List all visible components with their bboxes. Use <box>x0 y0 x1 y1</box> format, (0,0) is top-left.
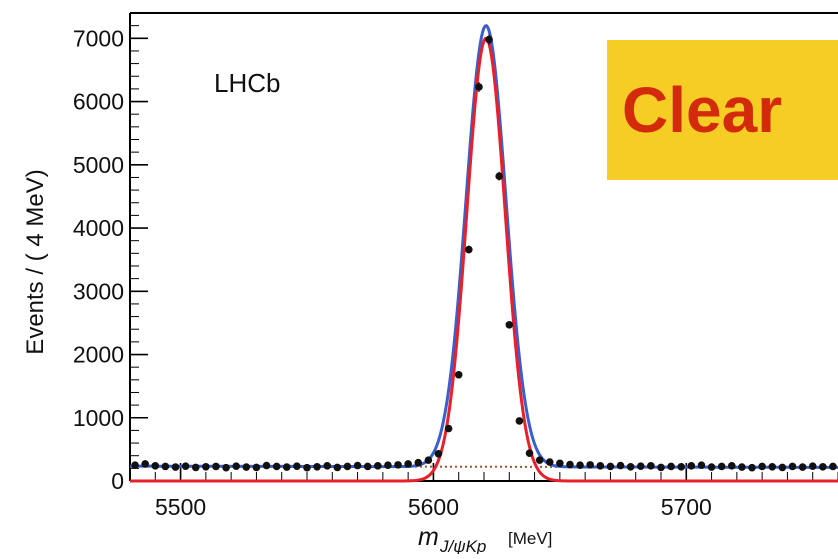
data-point <box>819 462 827 471</box>
data-point <box>778 463 787 472</box>
data-point <box>454 370 463 379</box>
data-point <box>212 462 220 471</box>
data-point <box>535 456 544 464</box>
x-tick-label: 5700 <box>661 494 712 520</box>
x-tick-label: 5600 <box>408 494 459 520</box>
data-point <box>728 462 736 470</box>
banner: Clear <box>607 40 838 180</box>
data-point <box>262 461 271 470</box>
data-point <box>525 449 534 457</box>
data-point <box>434 450 443 458</box>
banner-background <box>607 40 838 180</box>
data-point <box>566 460 574 469</box>
data-point <box>131 461 139 469</box>
data-point <box>424 456 433 464</box>
data-point <box>667 462 675 471</box>
data-point <box>252 463 261 472</box>
data-point <box>242 463 251 471</box>
data-point <box>485 35 493 44</box>
data-point <box>798 463 807 471</box>
axes: 0 1000 2000 3000 4000 5000 6000 7000 5500 5600 570… <box>73 12 838 520</box>
experiment-label: LHCb <box>214 68 280 98</box>
y-tick-label: 0 <box>111 468 124 494</box>
data-point <box>282 463 291 471</box>
data-point <box>768 462 777 471</box>
data-point <box>333 463 342 472</box>
data-point <box>323 462 332 470</box>
data-point <box>202 462 210 471</box>
data-point <box>141 460 149 468</box>
y-tick-label: 7000 <box>73 25 124 51</box>
y-tick-label: 1000 <box>73 405 124 431</box>
data-point <box>303 463 311 472</box>
data-point <box>404 460 412 468</box>
y-tick-label: 5000 <box>73 152 124 178</box>
data-point <box>717 462 726 471</box>
data-point <box>657 463 665 472</box>
data-point <box>191 463 200 472</box>
data-point <box>505 320 514 329</box>
data-point <box>475 83 483 91</box>
data-point <box>353 461 362 470</box>
x-axis-subscript: J/ψKp <box>439 537 486 554</box>
y-axis-title: Events / ( 4 MeV) <box>22 169 49 354</box>
data-point <box>465 245 473 254</box>
data-point <box>161 462 170 471</box>
data-point <box>636 462 645 470</box>
x-tick-label: 5500 <box>155 494 206 520</box>
data-point <box>616 461 625 470</box>
data-point <box>444 424 453 433</box>
x-axis-symbol: m <box>418 523 439 551</box>
data-point <box>758 462 766 471</box>
data-points <box>131 34 837 472</box>
data-point <box>363 462 372 471</box>
data-point <box>495 172 503 180</box>
y-tick-label: 3000 <box>73 278 124 304</box>
data-point <box>232 462 240 470</box>
data-point <box>707 463 716 471</box>
data-point <box>596 462 605 470</box>
data-point <box>788 462 797 471</box>
data-point <box>151 462 160 470</box>
data-point <box>576 461 584 469</box>
data-point <box>374 462 382 470</box>
data-point <box>586 461 594 469</box>
data-point <box>384 461 392 469</box>
data-point <box>687 462 696 470</box>
data-point <box>738 463 746 471</box>
data-point <box>677 462 686 471</box>
data-point <box>606 462 615 471</box>
data-point <box>293 462 301 470</box>
data-point <box>272 462 281 471</box>
data-point <box>748 463 756 472</box>
data-point <box>394 461 402 469</box>
data-point <box>829 462 837 471</box>
data-point <box>697 461 706 469</box>
y-tick-label: 2000 <box>73 342 124 368</box>
banner-text: Clear <box>622 74 782 146</box>
data-point <box>626 462 635 471</box>
y-tick-label: 4000 <box>73 215 124 241</box>
data-point <box>515 417 524 425</box>
data-point <box>414 458 423 467</box>
signal-curve <box>130 36 838 483</box>
data-point <box>313 462 321 471</box>
data-point <box>647 462 655 470</box>
data-point <box>181 462 190 470</box>
data-point <box>545 458 554 466</box>
data-point <box>808 462 817 470</box>
data-point <box>556 459 564 468</box>
x-axis-unit: [MeV] <box>508 529 552 548</box>
y-tick-label: 6000 <box>73 89 124 115</box>
data-point <box>171 463 180 471</box>
data-point <box>222 463 230 472</box>
data-point <box>343 462 352 471</box>
x-axis-title: m J/ψKp [MeV] <box>418 523 552 556</box>
